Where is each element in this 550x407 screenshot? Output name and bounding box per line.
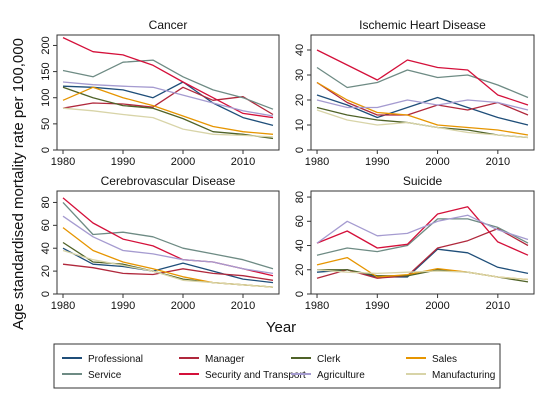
y-tick-label: 80 <box>294 191 306 203</box>
series-line-service <box>316 218 529 256</box>
legend-item-sales: Sales <box>406 354 457 365</box>
panel-title: Suicide <box>403 174 443 188</box>
series-line-sales <box>62 86 274 135</box>
panel-title: Ischemic Heart Disease <box>359 18 486 32</box>
x-tick-label: 1980 <box>51 156 75 168</box>
legend-item-manufacturing: Manufacturing <box>406 370 495 381</box>
panel-ischemic-heart-disease: Ischemic Heart Disease 0 10 20 30 40 1980 1990 2… <box>294 18 535 168</box>
series-line-security-and-transport <box>316 206 529 256</box>
x-tick-label: 1990 <box>365 300 389 312</box>
x-tick-label: 2000 <box>425 156 449 168</box>
x-tick-label: 1990 <box>111 156 135 168</box>
legend-label: Sales <box>432 354 457 365</box>
x-tick-label: 2000 <box>425 300 449 312</box>
series-line-security-and-transport <box>62 37 274 119</box>
legend-label: Agriculture <box>317 370 365 381</box>
y-tick-label: 0 <box>294 147 306 153</box>
series-line-sales <box>316 81 529 136</box>
panel-title: Cerebrovascular Disease <box>101 174 236 188</box>
legend-frame <box>53 343 501 389</box>
series-line-manufacturing <box>62 249 274 288</box>
panel-cerebrovascular-disease: Cerebrovascular Disease 0 20 40 60 80 1980 1990… <box>40 174 280 312</box>
y-tick-label: 10 <box>294 119 306 131</box>
x-tick-label: 1980 <box>51 300 75 312</box>
series-line-agriculture <box>62 81 274 117</box>
plot-frame <box>56 190 280 295</box>
legend-label: Clerk <box>317 354 341 365</box>
legend-item-service: Service <box>62 370 122 381</box>
x-tick-label: 1990 <box>111 300 135 312</box>
series-line-agriculture <box>316 214 529 244</box>
y-tick-label: 50 <box>40 118 52 130</box>
y-tick-label: 40 <box>294 239 306 251</box>
y-tick-label: 150 <box>40 62 52 80</box>
series-line-professional <box>62 81 274 127</box>
series-line-manufacturing <box>62 107 274 138</box>
series-line-service <box>62 201 274 270</box>
series-line-manufacturing <box>316 269 529 281</box>
y-tick-label: 20 <box>294 264 306 276</box>
x-tick-label: 2010 <box>231 300 255 312</box>
legend-item-manager: Manager <box>179 354 245 365</box>
legend-label: Service <box>88 370 122 381</box>
legend-item-security-and-transport: Security and Transport <box>179 370 306 381</box>
y-tick-label: 80 <box>40 196 52 208</box>
series-line-manager <box>316 81 529 116</box>
x-tick-label: 2010 <box>486 156 510 168</box>
x-tick-label: 2000 <box>171 300 195 312</box>
y-tick-label: 30 <box>294 69 306 81</box>
y-tick-label: 0 <box>40 291 52 297</box>
legend-label: Manufacturing <box>432 370 495 381</box>
x-tick-label: 2010 <box>231 156 255 168</box>
series-line-clerk <box>62 86 274 140</box>
y-tick-label: 20 <box>294 94 306 106</box>
plot-frame <box>310 190 535 295</box>
y-tick-label: 200 <box>40 36 52 54</box>
legend-item-agriculture: Agriculture <box>291 370 365 381</box>
series-line-service <box>62 59 274 110</box>
series-line-service <box>316 66 529 99</box>
x-tick-label: 2000 <box>171 156 195 168</box>
series-line-clerk <box>316 106 529 139</box>
series-line-security-and-transport <box>316 49 529 106</box>
y-tick-label: 40 <box>294 44 306 56</box>
x-tick-label: 1980 <box>305 156 329 168</box>
series-line-manager <box>62 263 274 281</box>
series-line-agriculture <box>62 215 274 275</box>
y-tick-label: 100 <box>40 89 52 107</box>
plot-frame <box>56 34 280 151</box>
y-tick-label: 0 <box>40 147 52 153</box>
series-line-professional <box>62 247 274 284</box>
panel-title: Cancer <box>149 18 188 32</box>
legend-label: Manager <box>205 354 245 365</box>
legend-item-professional: Professional <box>62 354 143 365</box>
series-line-manager <box>62 86 274 116</box>
y-tick-label: 60 <box>294 215 306 227</box>
series-line-manager <box>316 227 529 279</box>
x-tick-label: 1990 <box>365 156 389 168</box>
x-tick-label: 1980 <box>305 300 329 312</box>
x-axis-label: Year <box>266 319 296 336</box>
plot-frame <box>310 34 535 151</box>
series-line-manufacturing <box>316 109 529 139</box>
legend-label: Security and Transport <box>205 370 306 381</box>
panel-suicide: Suicide 0 20 40 60 80 1980 1990 2000 2010 <box>294 174 535 312</box>
y-tick-label: 0 <box>294 291 306 297</box>
y-axis-label: Age standardised mortality rate per 100,… <box>10 38 27 330</box>
y-tick-label: 60 <box>40 219 52 231</box>
x-tick-label: 2010 <box>486 300 510 312</box>
legend: Professional Manager Clerk Sales Service Secu… <box>53 343 501 389</box>
y-tick-label: 40 <box>40 242 52 254</box>
legend-label: Professional <box>88 354 143 365</box>
legend-item-clerk: Clerk <box>291 354 341 365</box>
y-tick-label: 20 <box>40 265 52 277</box>
panel-cancer: Cancer 0 50 100 150 200 1980 1990 2000 2010 <box>40 18 280 168</box>
series-line-agriculture <box>316 99 529 111</box>
